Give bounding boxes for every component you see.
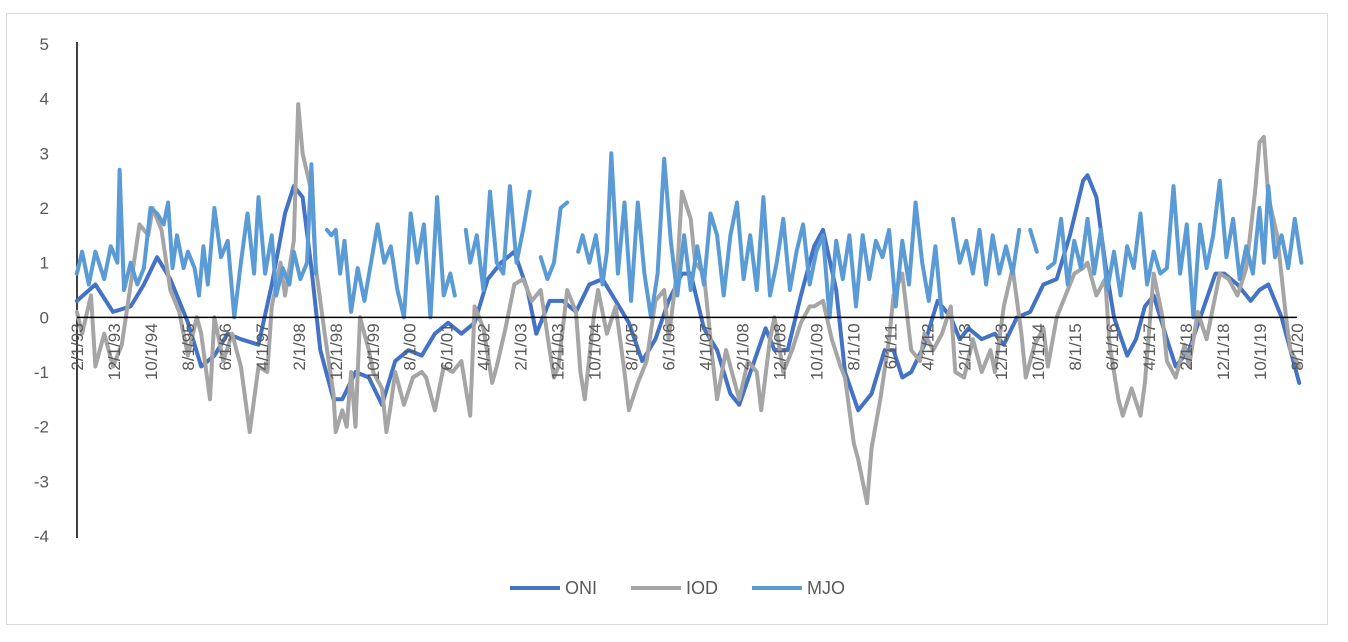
- y-tick-label: 1: [40, 254, 49, 273]
- y-tick-label: -3: [34, 472, 49, 491]
- x-tick-label: 2/1/08: [733, 323, 752, 370]
- x-tick-label: 8/1/10: [844, 323, 863, 370]
- x-tick-label: 8/1/15: [1066, 323, 1085, 370]
- x-tick-label: 12/1/18: [1214, 323, 1233, 380]
- y-tick-label: 3: [40, 144, 49, 163]
- x-tick-label: 12/1/08: [770, 323, 789, 380]
- series-line-mjo: [538, 200, 570, 282]
- chart-frame: 5 4 3 2 1 0 -1 -2 -3 -4 2/1/93 12/1/93 10/1/94 8/1/9…: [6, 13, 1328, 625]
- x-tick-label: 8/1/95: [179, 323, 198, 370]
- x-tick-label: 4/1/02: [475, 323, 494, 370]
- x-tick-label: 10/1/14: [1029, 323, 1048, 380]
- legend-label: MJO: [807, 578, 845, 598]
- legend-item-oni: ONI: [510, 578, 597, 598]
- line-chart: 5 4 3 2 1 0 -1 -2 -3 -4 2/1/93 12/1/93 10/1/94 8/1/9…: [34, 35, 1307, 598]
- x-tick-label: 6/1/06: [660, 323, 679, 370]
- legend-label: ONI: [565, 578, 597, 598]
- x-tick-label: 2/1/98: [290, 323, 309, 370]
- legend-item-mjo: MJO: [752, 578, 845, 598]
- y-tick-label: 5: [40, 35, 49, 54]
- x-tick-label: 4/1/17: [1140, 323, 1159, 370]
- x-tick-label: 8/1/05: [623, 323, 642, 370]
- series-line-mjo: [324, 195, 457, 320]
- x-tick-label: 4/1/97: [253, 323, 272, 370]
- series-layer: [74, 102, 1304, 506]
- series-line-mjo: [74, 162, 318, 320]
- series-line-mjo: [463, 184, 532, 292]
- x-tick-label: 6/1/96: [216, 323, 235, 370]
- series-line-oni: [74, 173, 1302, 413]
- x-tick-label: 8/1/00: [401, 323, 420, 370]
- legend-label: IOD: [686, 578, 718, 598]
- y-tick-label: -4: [34, 527, 49, 546]
- y-tick-label: 2: [40, 199, 49, 218]
- x-tick-label: 10/1/94: [142, 323, 161, 380]
- x-tick-label: 4/1/12: [918, 323, 937, 370]
- x-tick-label: 12/1/03: [549, 323, 568, 380]
- legend: ONI IOD MJO: [510, 578, 845, 598]
- x-tick-label: 10/1/99: [364, 323, 383, 380]
- y-axis: 5 4 3 2 1 0 -1 -2 -3 -4: [34, 35, 78, 546]
- legend-item-iod: IOD: [631, 578, 718, 598]
- series-line-mjo: [1045, 178, 1304, 320]
- y-tick-label: 0: [40, 308, 49, 327]
- x-tick-label: 2/1/13: [955, 323, 974, 370]
- series-line-mjo: [576, 151, 944, 320]
- x-axis: 2/1/93 12/1/93 10/1/94 8/1/95 6/1/96 4/1/97 2/…: [68, 316, 1307, 380]
- x-tick-label: 10/1/09: [807, 323, 826, 380]
- series-line-mjo: [1028, 227, 1039, 254]
- y-tick-label: 4: [40, 90, 49, 109]
- x-tick-label: 2/1/93: [68, 323, 87, 370]
- x-tick-label: 12/1/13: [992, 323, 1011, 380]
- x-tick-label: 6/1/11: [881, 323, 900, 369]
- x-tick-label: 8/1/20: [1288, 323, 1307, 370]
- x-tick-label: 12/1/98: [327, 323, 346, 380]
- x-tick-label: 4/1/07: [696, 323, 715, 370]
- series-line-mjo: [951, 216, 1022, 287]
- x-tick-label: 2/1/03: [512, 323, 531, 370]
- y-tick-label: -2: [34, 418, 49, 437]
- series-line-iod: [74, 102, 1302, 506]
- x-tick-label: 6/1/16: [1103, 323, 1122, 370]
- x-tick-label: 12/1/93: [105, 323, 124, 380]
- x-tick-label: 2/1/18: [1177, 323, 1196, 370]
- x-tick-label: 10/1/19: [1251, 323, 1270, 380]
- x-tick-label: 10/1/04: [586, 323, 605, 380]
- y-tick-label: -1: [34, 363, 49, 382]
- x-tick-label: 6/1/01: [438, 323, 457, 370]
